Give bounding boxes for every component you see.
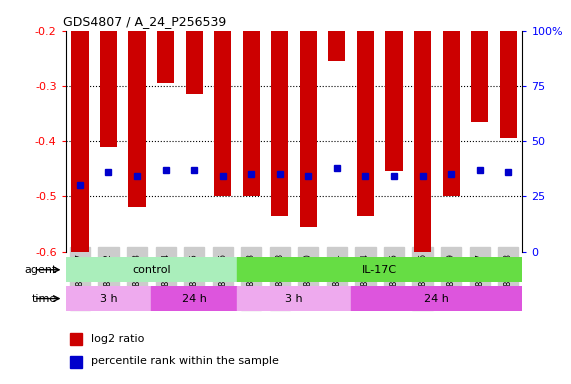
Bar (357, 31, 374, 216)
Bar (385, 31, 403, 172)
Text: time: time (31, 293, 57, 304)
Bar (300, 31, 317, 227)
Bar (128, 31, 146, 207)
Bar (66, 257, 237, 282)
Text: control: control (132, 265, 171, 275)
Bar (214, 31, 231, 196)
Bar (71, 31, 89, 252)
Bar (70, 333, 82, 345)
Text: 24 h: 24 h (182, 293, 207, 304)
Bar (328, 31, 345, 61)
Bar (70, 356, 82, 368)
Bar (66, 286, 151, 311)
Text: 24 h: 24 h (424, 293, 449, 304)
Bar (100, 31, 117, 147)
Text: 3 h: 3 h (286, 293, 303, 304)
Bar (500, 31, 517, 138)
Bar (471, 31, 488, 122)
Bar (237, 286, 351, 311)
Bar (351, 286, 522, 311)
Text: agent: agent (24, 265, 57, 275)
Bar (414, 31, 431, 254)
Text: percentile rank within the sample: percentile rank within the sample (91, 356, 279, 366)
Bar (271, 31, 288, 216)
Text: IL-17C: IL-17C (362, 265, 397, 275)
Text: GDS4807 / A_24_P256539: GDS4807 / A_24_P256539 (63, 15, 227, 28)
Text: log2 ratio: log2 ratio (91, 334, 144, 344)
Bar (151, 286, 237, 311)
Bar (237, 257, 522, 282)
Bar (157, 31, 174, 83)
Bar (443, 31, 460, 196)
Bar (186, 31, 203, 94)
Text: 3 h: 3 h (100, 293, 117, 304)
Bar (243, 31, 260, 196)
